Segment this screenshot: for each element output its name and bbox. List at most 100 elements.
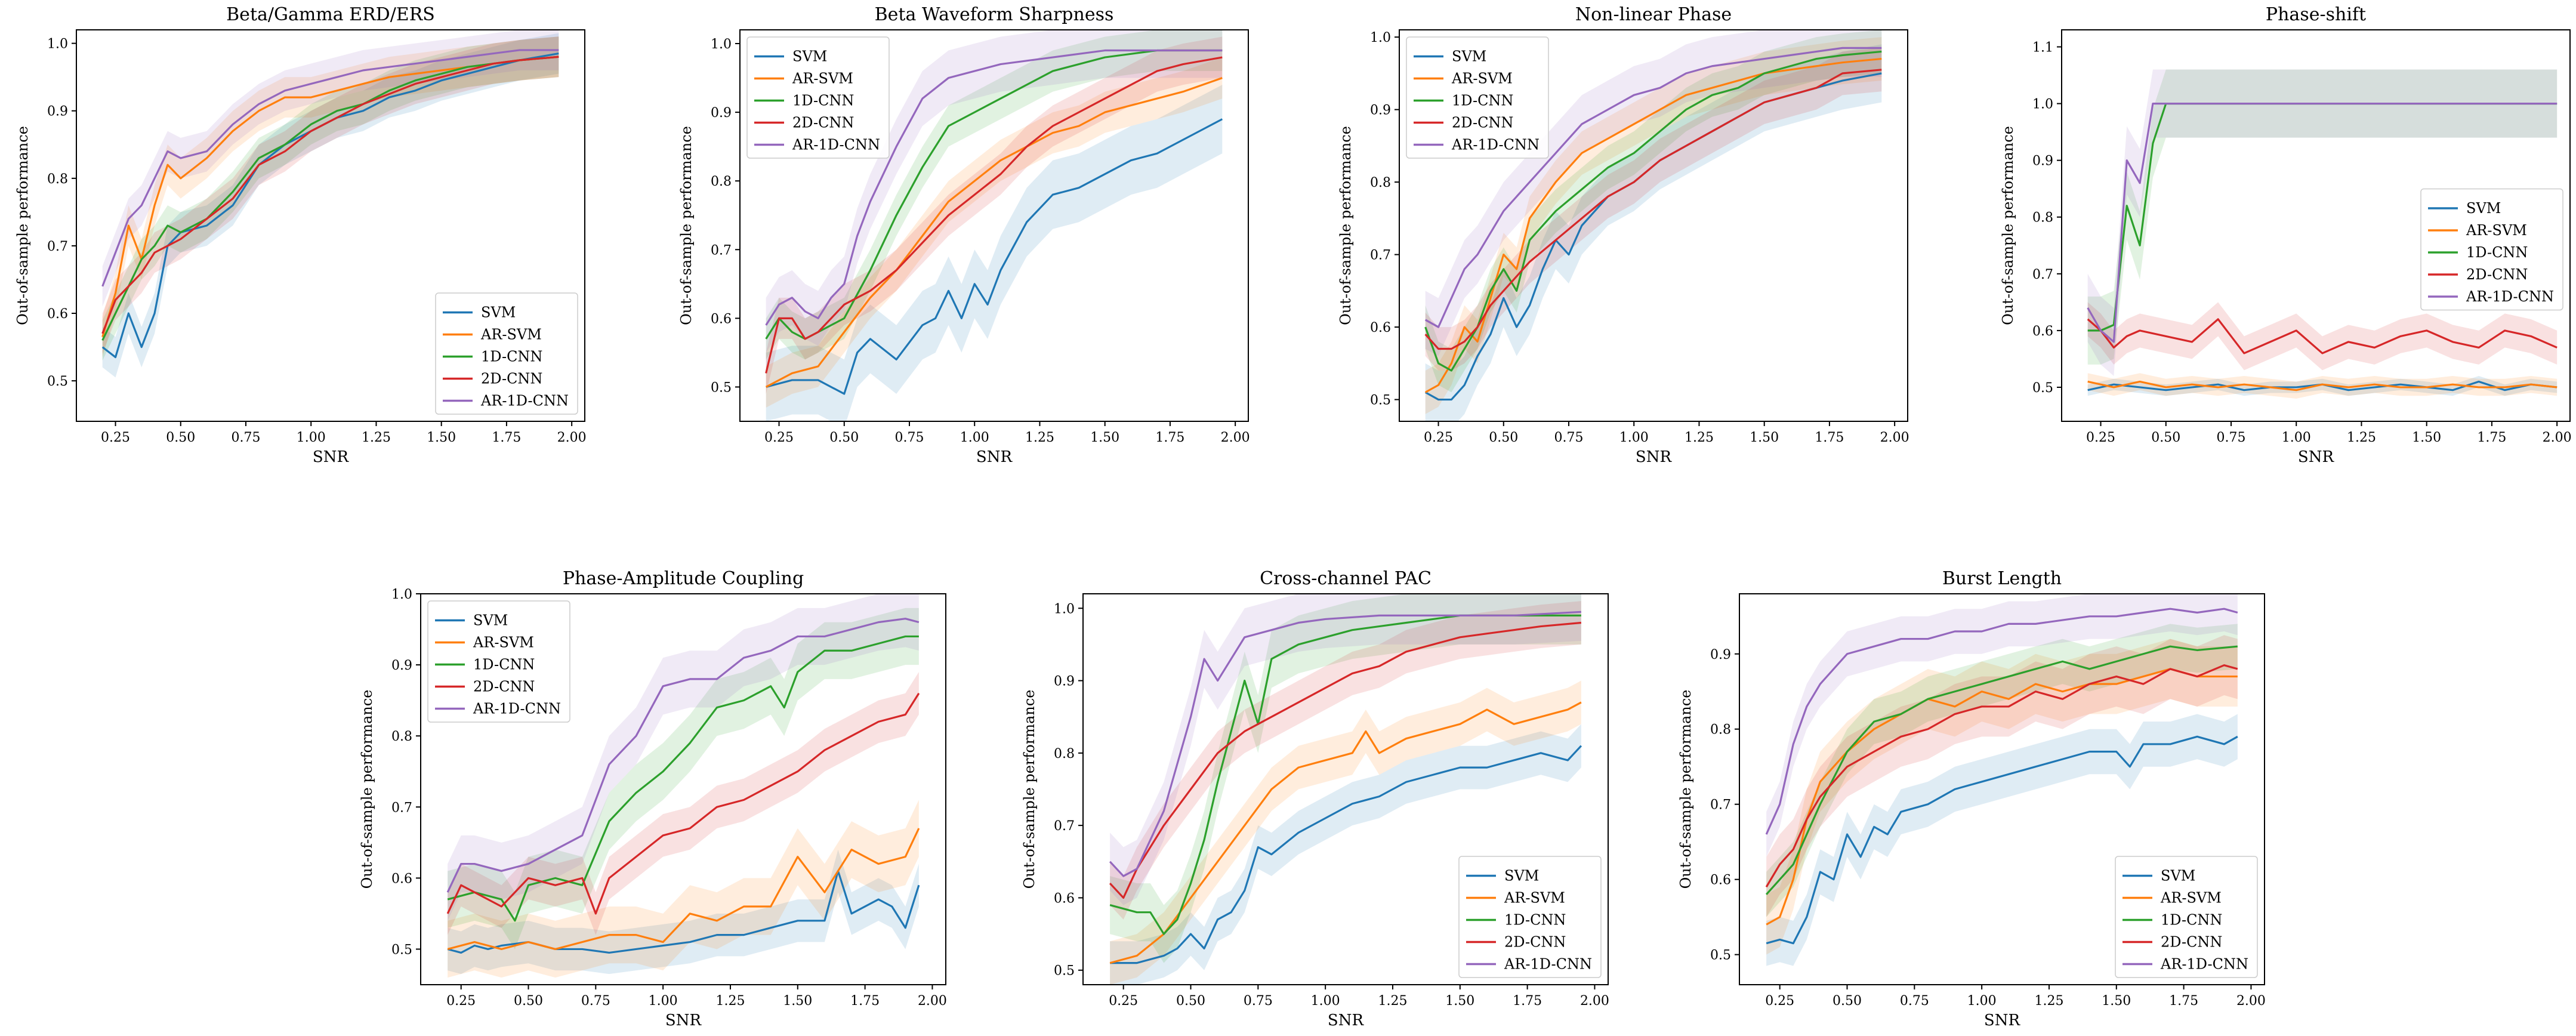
legend-label: AR-SVM [2160,890,2222,906]
legend-label: AR-SVM [473,634,534,651]
x-tick-label: 1.50 [1090,430,1119,445]
x-tick-label: 1.25 [715,994,745,1009]
x-tick-label: 0.25 [446,994,476,1009]
x-tick-label: 0.25 [1765,994,1794,1009]
chart-title: Phase-Amplitude Coupling [563,568,804,589]
legend-label: 1D-CNN [1452,92,1513,109]
y-tick-label: 0.5 [47,374,68,389]
confidence-band-svm [1110,724,1581,985]
y-axis-label: Out-of-sample performance [678,126,695,325]
plot-series-group [2087,69,2558,399]
x-tick-label: 1.00 [1967,994,1997,1009]
legend-box [746,36,890,159]
x-tick-label: 0.75 [1900,994,1929,1009]
legend-label: SVM [2161,868,2195,884]
y-tick-label: 1.0 [391,587,412,602]
x-tick-label: 2.00 [557,430,587,445]
y-tick-label: 1.0 [1054,602,1075,616]
legend-label: 2D-CNN [1504,934,1566,951]
x-tick-label: 0.50 [166,430,195,445]
y-tick-label: 0.8 [1710,723,1731,738]
series-line-2d-cnn [1109,621,1582,899]
legend-label: 1D-CNN [792,92,854,109]
plot-series-group [101,30,559,378]
y-tick-label: 0.9 [711,106,732,121]
series-line-2d-cnn [765,56,1223,374]
y-tick-label: 0.8 [2032,211,2053,226]
y-tick-label: 0.7 [711,243,732,258]
x-axis-label: SNR [2298,448,2335,466]
series-line-ar-1d-cnn [446,618,920,893]
chart-panel-6: 0.25 0.50 0.75 1.00 1.25 1.50 1.75 2.00 0.5 0.6 0.… [1021,568,1609,1029]
x-tick-label: 2.00 [2543,430,2572,445]
y-tick-label: 0.6 [1370,320,1391,335]
x-tick-label: 0.50 [514,994,543,1009]
y-tick-label: 0.5 [1054,964,1075,979]
y-tick-label: 0.6 [2032,324,2053,339]
legend-label: SVM [481,304,516,321]
legend-label: AR-SVM [480,326,542,343]
legend-label: AR-1D-CNN [473,701,561,717]
y-tick-label: 0.6 [47,307,68,322]
y-tick-label: 1.0 [711,37,732,52]
y-tick-label: 0.9 [1054,674,1075,689]
confidence-band-ar-svm [448,800,919,978]
confidence-band-ar-1d-cnn [1766,594,2238,857]
legend-label: AR-1D-CNN [480,393,569,409]
y-tick-label: 0.8 [391,729,412,744]
y-tick-label: 0.6 [1710,873,1731,888]
series-line-ar-svm [447,828,920,951]
confidence-band-1d-cnn [448,608,919,949]
x-axis-label: SNR [1636,448,1673,466]
legend-label: 1D-CNN [2466,244,2528,261]
legend-label: 2D-CNN [473,679,535,695]
series-line-ar-1d-cnn [765,49,1223,326]
x-tick-label: 0.25 [1424,430,1453,445]
legend-box [435,292,578,415]
x-tick-label: 1.00 [1311,994,1340,1009]
y-tick-label: 0.9 [2032,154,2053,169]
chart-panel-7: 0.25 0.50 0.75 1.00 1.25 1.50 1.75 2.00 0.5 0.6 0.… [1677,568,2266,1029]
legend-label: AR-1D-CNN [2160,956,2248,973]
x-tick-label: 0.25 [1109,994,1138,1009]
x-tick-label: 1.75 [1815,430,1844,445]
x-tick-label: 0.25 [2086,430,2115,445]
x-tick-label: 0.75 [1554,430,1584,445]
legend-label: AR-SVM [1504,890,1565,906]
y-tick-label: 1.0 [47,37,68,52]
legend-label: SVM [473,612,508,629]
legend: SVM AR-SVM 1D-CNN 2D-CNN AR-1D-CNN [2115,856,2258,978]
series-line-svm [447,870,920,954]
chart-title: Burst Length [1942,568,2062,589]
legend-label: AR-1D-CNN [792,137,880,153]
series-line-1d-cnn [1424,50,1882,372]
plot-series-group [1109,594,1582,985]
legend-label: AR-1D-CNN [1504,956,1592,973]
confidence-band-2d-cnn [448,672,919,935]
series-line-svm [766,118,1223,395]
y-tick-label: 0.5 [1710,948,1731,963]
x-tick-label: 0.75 [581,994,610,1009]
x-axis-label: SNR [1328,1012,1365,1029]
chart-panel-1: 0.25 0.50 0.75 1.00 1.25 1.50 1.75 2.00 0.5 0.6 0.… [14,4,587,466]
chart-title: Beta/Gamma ERD/ERS [226,4,435,25]
legend-label: 2D-CNN [2466,266,2528,283]
y-tick-label: 0.7 [1054,819,1075,834]
x-tick-label: 1.75 [492,430,521,445]
confidence-band-ar-svm [766,57,1223,408]
series-line-1d-cnn [101,56,559,341]
x-tick-label: 2.00 [1221,430,1250,445]
legend-label: SVM [1452,48,1486,65]
x-tick-label: 1.50 [1445,994,1474,1009]
y-tick-label: 0.5 [711,380,732,395]
legend: SVM AR-SVM 1D-CNN 2D-CNN AR-1D-CNN [746,36,890,159]
series-line-ar-1d-cnn [1424,47,1882,328]
series-line-ar-svm [101,56,559,338]
y-tick-label: 1.0 [1370,30,1391,45]
series-line-svm [1110,745,1582,964]
legend: SVM AR-SVM 1D-CNN 2D-CNN AR-1D-CNN [1406,36,1549,159]
x-tick-label: 0.25 [101,430,130,445]
x-tick-label: 0.50 [1176,994,1205,1009]
series-line-2d-cnn [1765,664,2238,888]
